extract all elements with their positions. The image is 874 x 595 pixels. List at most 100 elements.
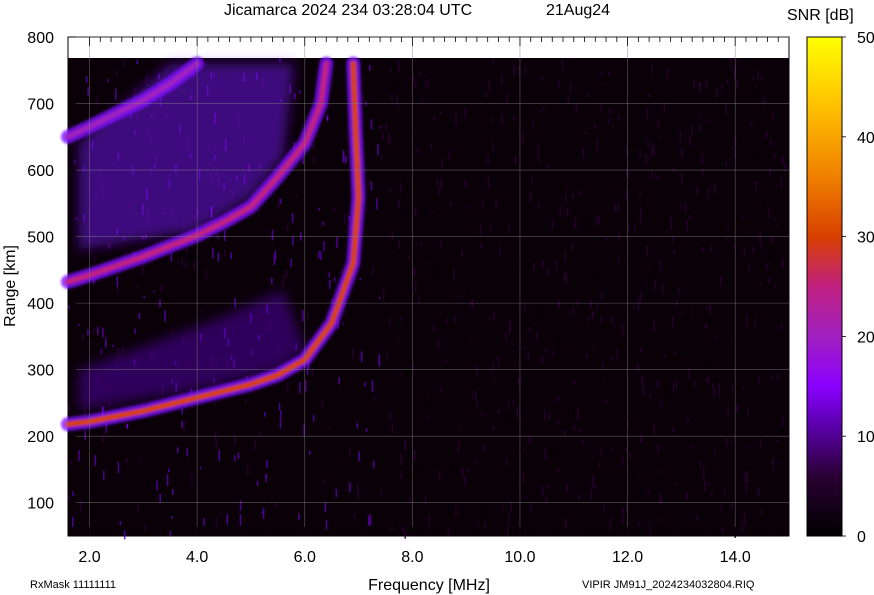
noise-speck — [762, 96, 765, 107]
noise-speck — [234, 455, 236, 462]
noise-speck — [516, 407, 519, 419]
noise-speck — [389, 188, 391, 193]
noise-speck — [504, 332, 507, 343]
noise-speck — [493, 312, 495, 322]
noise-speck — [412, 364, 415, 370]
noise-speck — [670, 217, 672, 230]
noise-speck — [360, 351, 363, 363]
noise-speck — [696, 514, 698, 522]
noise-speck — [262, 507, 265, 520]
noise-speck — [776, 224, 778, 227]
noise-speck — [743, 246, 746, 256]
noise-speck — [746, 314, 748, 327]
noise-speck — [423, 272, 425, 276]
noise-speck — [688, 215, 690, 219]
noise-speck — [483, 521, 486, 529]
noise-speck — [186, 448, 188, 457]
noise-speck — [87, 329, 89, 336]
noise-speck — [729, 58, 732, 68]
noise-speck — [571, 242, 574, 251]
noise-speck — [612, 124, 614, 127]
noise-speck — [736, 80, 738, 90]
noise-speck — [85, 76, 88, 84]
noise-speck — [492, 58, 494, 65]
noise-speck — [424, 403, 427, 408]
noise-speck — [313, 144, 315, 150]
colorbar-tick-label: 30 — [857, 230, 874, 247]
noise-speck — [602, 83, 604, 86]
noise-speck — [600, 446, 602, 456]
noise-speck — [661, 283, 664, 295]
noise-speck — [653, 320, 655, 332]
noise-speck — [771, 459, 773, 463]
noise-speck — [426, 416, 428, 420]
noise-speck — [347, 223, 350, 229]
noise-speck — [671, 236, 674, 243]
noise-speck — [450, 506, 452, 519]
noise-speck — [245, 398, 247, 404]
noise-speck — [542, 260, 544, 269]
noise-speck — [265, 473, 267, 478]
noise-speck — [239, 514, 242, 526]
noise-speck — [752, 76, 754, 80]
noise-speck — [522, 132, 524, 144]
noise-speck — [744, 471, 746, 483]
noise-speck — [567, 95, 569, 104]
noise-speck — [556, 333, 559, 345]
noise-speck — [119, 521, 122, 526]
noise-speck — [722, 322, 724, 333]
noise-speck — [326, 114, 329, 121]
noise-speck — [731, 441, 733, 445]
noise-speck — [369, 514, 372, 526]
noise-speck — [582, 148, 585, 159]
noise-speck — [373, 396, 375, 402]
noise-speck — [602, 363, 604, 370]
noise-speck — [477, 523, 479, 526]
noise-speck — [778, 461, 781, 464]
noise-speck — [164, 310, 166, 322]
grid-lines — [68, 36, 789, 536]
noise-speck — [529, 434, 531, 445]
noise-speck — [226, 513, 229, 525]
noise-speck — [771, 111, 774, 120]
noise-speck — [329, 279, 331, 289]
noise-speck — [457, 446, 459, 454]
noise-speck — [733, 244, 735, 249]
noise-speck — [511, 342, 514, 346]
noise-speck — [497, 408, 500, 414]
noise-speck — [433, 325, 436, 331]
noise-speck — [102, 435, 105, 444]
noise-speck — [143, 523, 146, 532]
noise-speck — [303, 508, 305, 515]
x-tick-label: 14.0 — [720, 549, 751, 566]
y-tick-label: 700 — [27, 97, 54, 114]
noise-speck — [538, 158, 540, 163]
noise-speck — [420, 241, 423, 246]
noise-speck — [309, 450, 311, 455]
noise-speck — [625, 447, 627, 452]
noise-speck — [303, 424, 305, 436]
noise-speck — [557, 396, 559, 403]
noise-speck — [487, 177, 490, 189]
noise-speck — [515, 369, 518, 372]
noise-speck — [618, 257, 620, 262]
noise-speck — [349, 482, 351, 492]
noise-speck — [201, 309, 203, 313]
noise-speck — [668, 394, 671, 405]
noise-speck — [615, 188, 617, 191]
noise-speck — [611, 448, 614, 451]
noise-speck — [748, 263, 750, 272]
noise-speck — [160, 285, 162, 293]
noise-speck — [598, 215, 600, 224]
noise-speck — [758, 487, 760, 497]
noise-speck — [668, 388, 671, 399]
noise-speck — [313, 156, 315, 165]
noise-speck — [389, 136, 391, 146]
noise-speck — [278, 403, 281, 411]
noise-speck — [194, 261, 196, 271]
noise-speck — [554, 153, 556, 156]
noise-speck — [508, 420, 510, 431]
noise-speck — [96, 95, 98, 105]
noise-speck — [424, 84, 426, 87]
noise-speck — [641, 375, 643, 385]
